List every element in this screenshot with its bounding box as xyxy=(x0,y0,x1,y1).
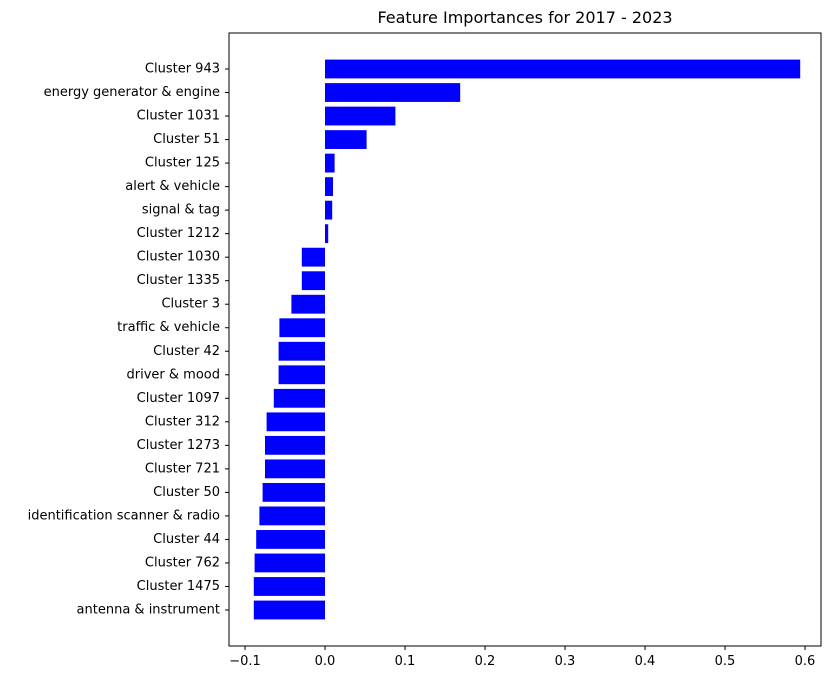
y-tick-label: Cluster 3 xyxy=(161,297,220,312)
bar xyxy=(325,106,396,126)
y-tick-label: Cluster 1097 xyxy=(137,391,220,406)
chart-title: Feature Importances for 2017 - 2023 xyxy=(377,8,672,27)
bar xyxy=(301,247,325,267)
bar xyxy=(325,153,335,173)
y-tick-label: Cluster 762 xyxy=(145,555,220,570)
bar xyxy=(278,365,325,385)
y-tick-label: driver & mood xyxy=(127,367,220,382)
bars-group xyxy=(253,59,801,620)
y-tick-label: Cluster 1273 xyxy=(137,438,220,453)
x-tick-label: 0.1 xyxy=(395,654,416,669)
y-tick-label: Cluster 44 xyxy=(153,532,220,547)
y-tick-label: alert & vehicle xyxy=(125,179,220,194)
y-tick-label: Cluster 51 xyxy=(153,132,220,147)
x-axis-ticks: −0.1 0.0 0.1 0.2 0.3 0.4 0.5 0.6 xyxy=(229,646,815,669)
y-tick-label: Cluster 721 xyxy=(145,461,220,476)
bar xyxy=(265,435,325,455)
x-tick-label: 0.0 xyxy=(315,654,336,669)
y-tick-label: antenna & instrument xyxy=(77,603,220,618)
y-tick-label: Cluster 50 xyxy=(153,485,220,500)
bar xyxy=(278,341,325,361)
bar xyxy=(253,600,325,620)
bar xyxy=(265,459,325,479)
x-tick-label: 0.4 xyxy=(635,654,656,669)
bar xyxy=(266,412,325,432)
bar xyxy=(325,83,461,102)
y-tick-label: Cluster 42 xyxy=(153,344,220,359)
y-tick-label: Cluster 1335 xyxy=(137,273,220,288)
y-tick-label: Cluster 1031 xyxy=(137,109,220,124)
x-tick-label: 0.3 xyxy=(555,654,576,669)
plot-area-frame xyxy=(228,32,822,647)
bar xyxy=(325,224,329,244)
bar xyxy=(254,553,325,573)
x-tick-label: 0.6 xyxy=(795,654,816,669)
y-axis-ticks: Cluster 943 energy generator & engine Clus… xyxy=(28,62,229,618)
y-tick-label: traffic & vehicle xyxy=(117,320,220,335)
bar xyxy=(325,200,333,220)
x-tick-label: 0.2 xyxy=(475,654,496,669)
bar xyxy=(259,506,325,526)
y-tick-label: Cluster 1030 xyxy=(137,250,220,265)
bar xyxy=(279,318,325,338)
x-tick-label: 0.5 xyxy=(715,654,736,669)
y-tick-label: energy generator & engine xyxy=(44,85,220,100)
bar xyxy=(325,177,333,197)
y-tick-label: identification scanner & radio xyxy=(28,508,220,523)
bar xyxy=(291,294,325,314)
y-tick-label: Cluster 312 xyxy=(145,414,220,429)
bar xyxy=(262,482,325,502)
bar xyxy=(256,530,325,549)
y-tick-label: Cluster 943 xyxy=(145,62,220,77)
y-tick-label: Cluster 125 xyxy=(145,156,220,171)
bar xyxy=(325,130,367,149)
y-tick-label: signal & tag xyxy=(142,203,220,218)
y-tick-label: Cluster 1212 xyxy=(137,226,220,241)
bar xyxy=(273,388,325,408)
y-tick-label: Cluster 1475 xyxy=(137,579,220,594)
bar xyxy=(253,577,325,596)
x-tick-label: −0.1 xyxy=(229,654,261,669)
bar xyxy=(325,59,801,79)
bar xyxy=(301,271,325,291)
